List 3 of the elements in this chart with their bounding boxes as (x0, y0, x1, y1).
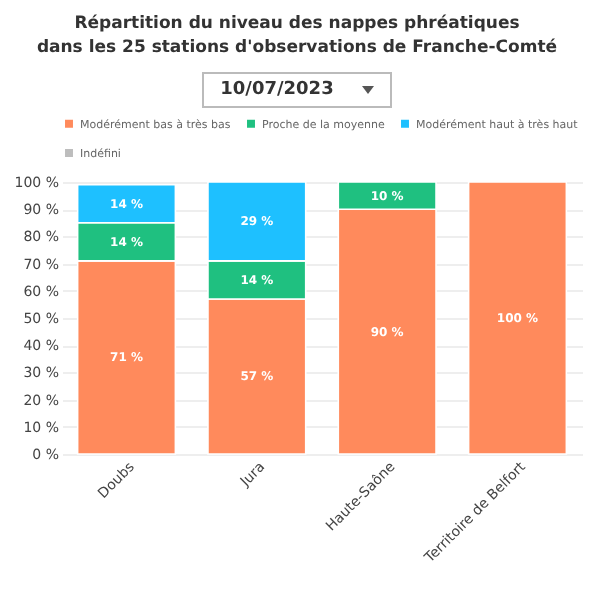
bar (467, 181, 568, 455)
chart-title: Répartition du niveau des nappes phréatiques dans les 25 stations d'observations de Franche-Comté (34, 12, 560, 60)
text: 10/07/2023 (220, 80, 334, 100)
